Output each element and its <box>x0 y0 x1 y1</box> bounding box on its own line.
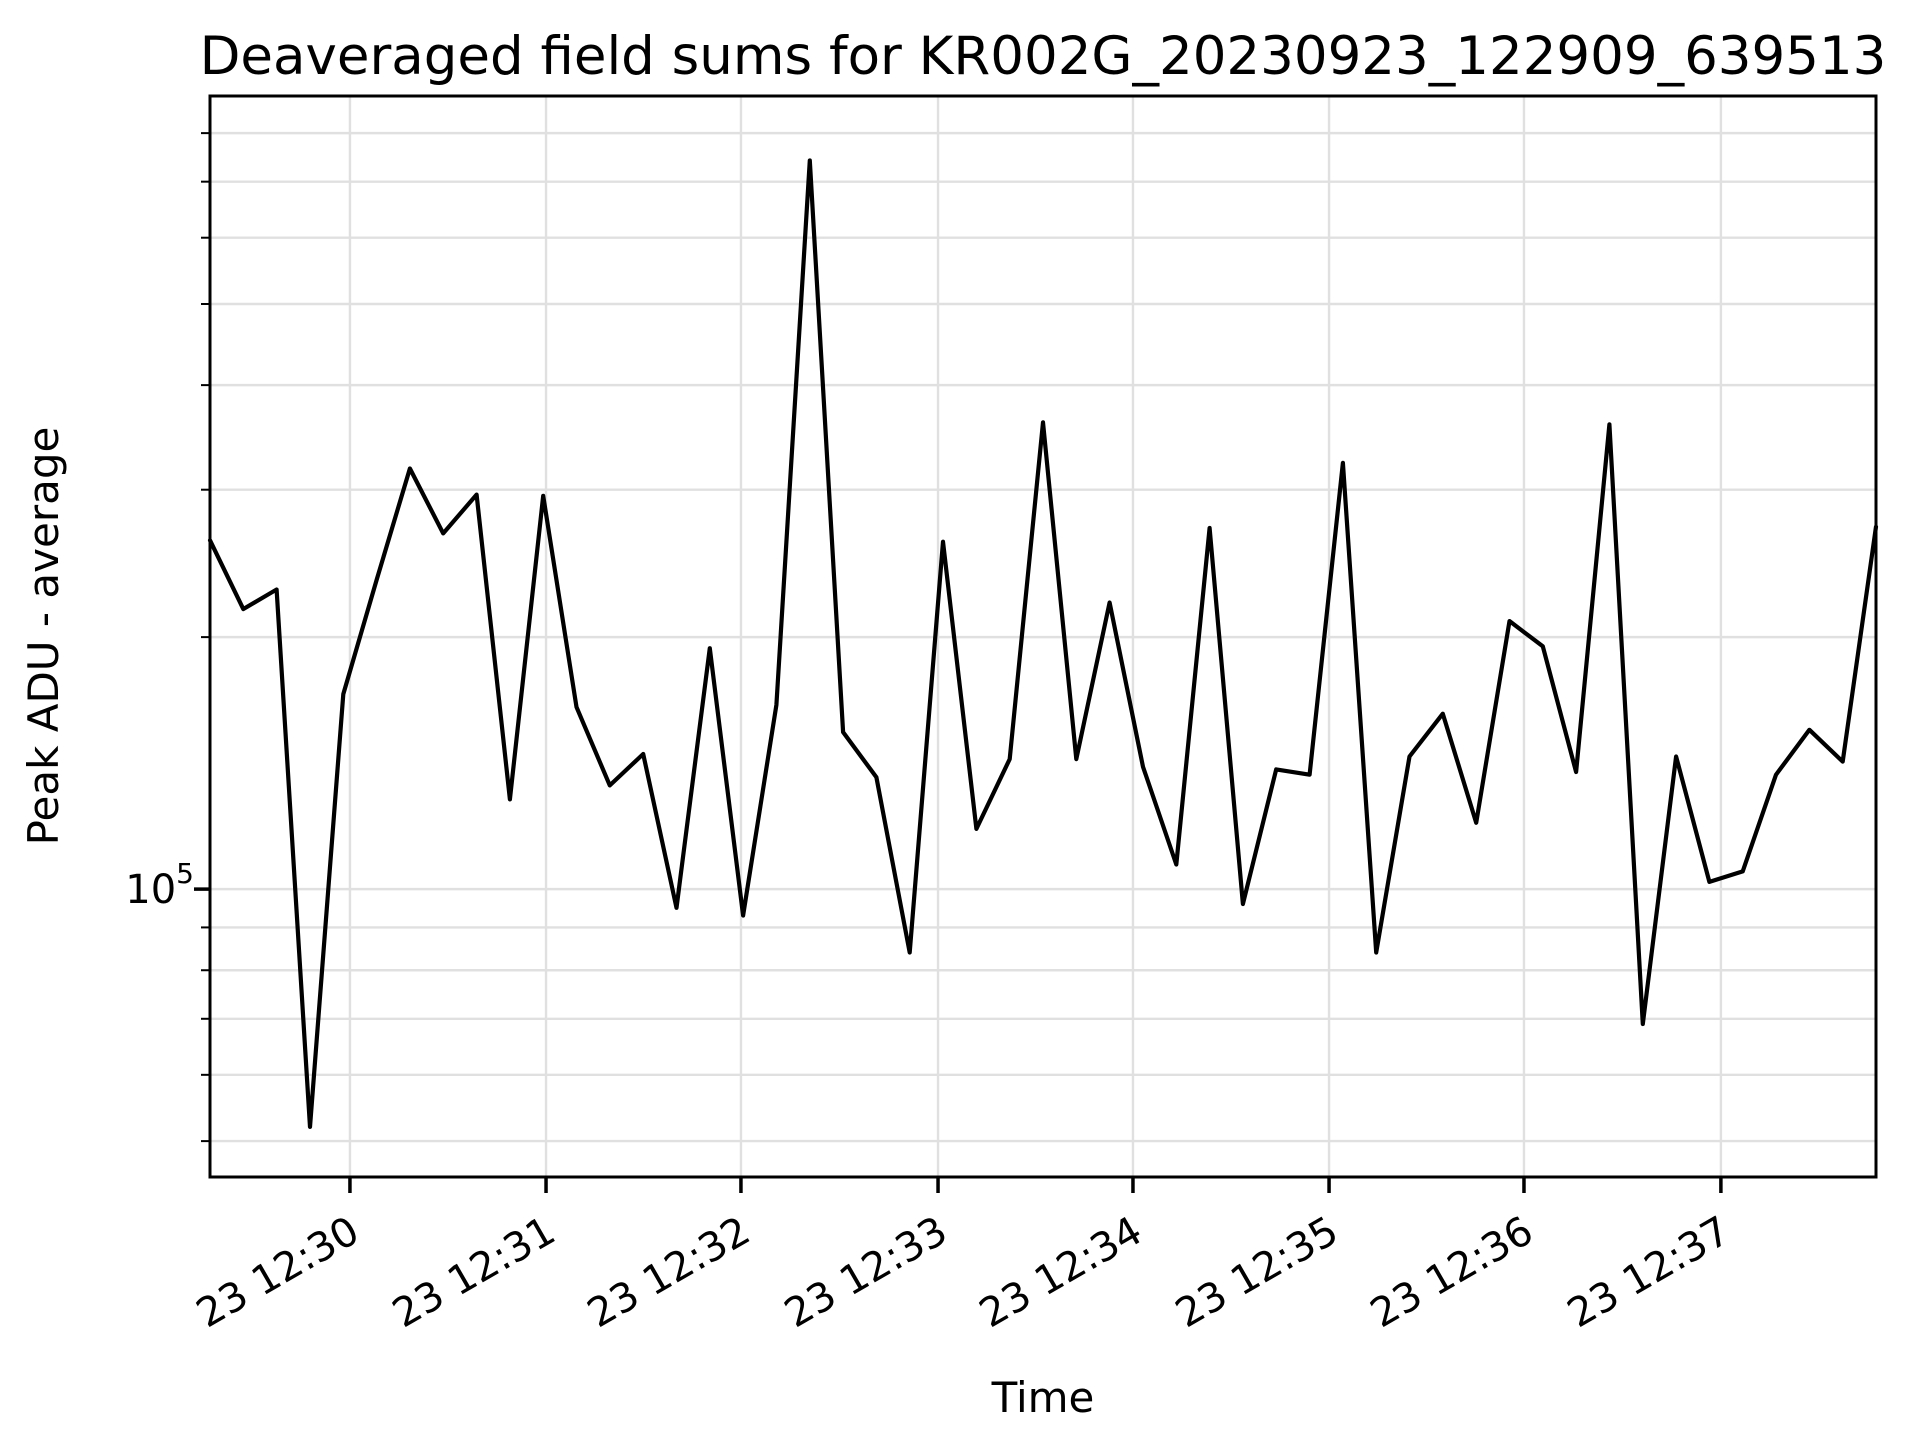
x-tick-label: 23 12:33 <box>777 1208 955 1337</box>
series-group <box>207 158 1879 1130</box>
x-tick-label: 23 12:30 <box>189 1208 367 1337</box>
axis-ticks <box>194 132 1723 1193</box>
series-line <box>207 158 1879 1130</box>
x-tick-label: 23 12:32 <box>580 1208 758 1337</box>
x-axis-label: Time <box>991 1373 1095 1422</box>
chart-title: Deaveraged field sums for KR002G_2023092… <box>200 26 1887 87</box>
x-tick-label: 23 12:34 <box>972 1208 1150 1337</box>
x-tick-label: 23 12:35 <box>1168 1208 1346 1337</box>
x-tick-label: 23 12:36 <box>1363 1208 1541 1337</box>
y-tick-label: 105 <box>125 857 194 913</box>
y-axis-label: Peak ADU - average <box>19 427 68 846</box>
x-tick-label: 23 12:37 <box>1560 1208 1738 1337</box>
gridlines <box>210 96 1876 1177</box>
x-tick-label: 23 12:31 <box>385 1208 563 1337</box>
